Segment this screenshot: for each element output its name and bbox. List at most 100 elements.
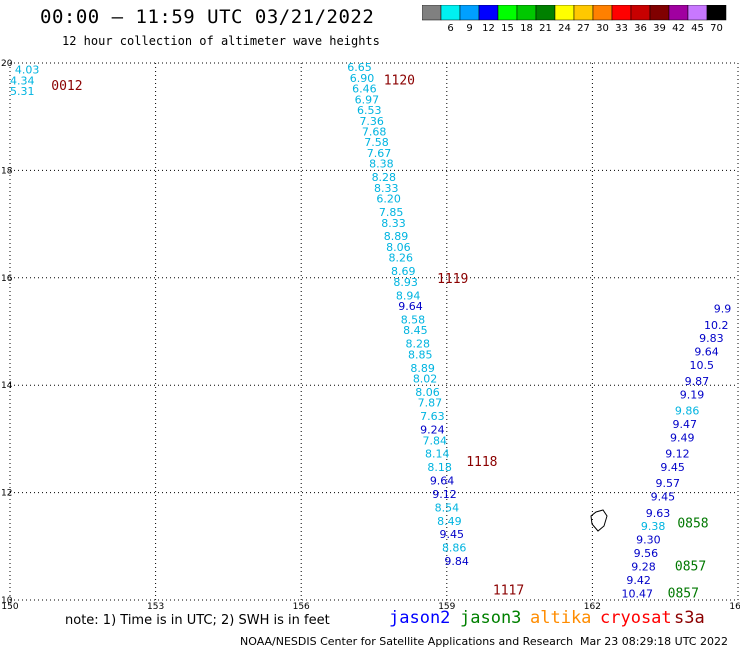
- wave-height-label: 9.30: [636, 534, 661, 547]
- wave-height-label: 8.54: [435, 501, 460, 514]
- pass-time-label: 1117: [493, 584, 524, 599]
- wave-height-label: 10.47: [622, 587, 654, 600]
- footer-note: note: 1) Time is in UTC; 2) SWH is in fe…: [65, 613, 330, 628]
- lat-tick-label: 14: [1, 381, 13, 391]
- wave-height-label: 9.47: [672, 418, 697, 431]
- wave-height-label: 8.89: [410, 362, 435, 375]
- wave-height-label: 8.06: [386, 241, 411, 254]
- colorbar-label: 70: [710, 23, 723, 34]
- wave-height-label: 7.58: [364, 136, 389, 149]
- altimeter-map: 150 153 156 159 162 165 10 12 14 16 18 204.034.345.…: [1, 59, 740, 610]
- wave-height-label: 8.45: [403, 324, 428, 337]
- wave-height-label: 8.06: [415, 386, 440, 399]
- pass-time-label: 0857: [675, 559, 706, 574]
- wave-height-label: 9.64: [694, 346, 719, 359]
- lat-tick-label: 12: [1, 489, 12, 499]
- wave-height-label: 8.02: [413, 373, 438, 386]
- wave-height-label: 8.28: [372, 171, 397, 184]
- colorbar-label: 42: [672, 23, 685, 34]
- wave-height-label: 8.33: [374, 182, 399, 195]
- wave-height-label: 9.86: [675, 405, 700, 418]
- colorbar-label: 39: [653, 23, 666, 34]
- wave-height-label: 9.45: [440, 528, 465, 541]
- colorbar-label: 21: [539, 23, 552, 34]
- lon-tick-label: 165: [729, 602, 740, 610]
- lon-tick-label: 150: [1, 602, 18, 610]
- wave-height-label: 8.94: [396, 289, 421, 302]
- wave-height-label: 7.87: [418, 397, 443, 410]
- colorbar-label: 6: [447, 23, 453, 34]
- wave-height-label: 9.45: [651, 491, 676, 504]
- colorbar-swatch: [706, 5, 727, 21]
- colorbar-label: 27: [577, 23, 590, 34]
- lon-tick-label: 159: [438, 602, 455, 610]
- wave-height-label: 9.84: [444, 555, 469, 568]
- wave-height-label: 8.93: [393, 276, 418, 289]
- wave-height-label: 6.65: [347, 61, 372, 74]
- colorbar-label: 45: [691, 23, 704, 34]
- wave-height-label: 8.89: [384, 230, 409, 243]
- lat-tick-label: 18: [1, 166, 13, 176]
- mission-cryosat: cryosat: [600, 608, 672, 628]
- wave-height-label: 8.38: [369, 158, 394, 171]
- wave-height-label: 8.49: [437, 515, 462, 528]
- wave-height-label: 9.24: [420, 424, 445, 437]
- colorbar-label: 18: [520, 23, 533, 34]
- pass-time-label: 1118: [466, 455, 497, 470]
- wave-height-label: 6.90: [350, 72, 375, 85]
- wave-height-label: 8.69: [391, 265, 416, 278]
- wave-height-label: 9.9: [714, 303, 732, 316]
- chart-subtitle: 12 hour collection of altimeter wave hei…: [62, 34, 380, 48]
- colorbar-label: 12: [482, 23, 495, 34]
- mission-s3a: s3a: [674, 608, 705, 628]
- pass-time-label: 0012: [51, 79, 82, 94]
- wave-height-label: 9.56: [634, 547, 659, 560]
- altimeter-track: 10.479.429.289.569.309.389.639.459.579.4…: [622, 303, 732, 602]
- lat-tick-label: 10: [1, 596, 13, 606]
- wave-height-label: 4.34: [10, 74, 35, 87]
- mission-jason2: jason2: [389, 608, 451, 628]
- wave-height-label: 9.45: [660, 461, 685, 474]
- wave-height-label: 10.2: [704, 319, 729, 332]
- island-outline: [590, 509, 608, 532]
- lon-tick-label: 156: [293, 602, 310, 610]
- wave-height-label: 6.46: [352, 83, 377, 96]
- wave-height-label: 7.84: [423, 434, 448, 447]
- wave-height-label: 8.86: [442, 542, 467, 555]
- colorbar-label: 33: [615, 23, 628, 34]
- wave-height-label: 8.14: [425, 448, 450, 461]
- wave-height-label: 10.5: [689, 359, 714, 372]
- wave-height-label: 7.68: [362, 125, 387, 138]
- colorbar-label: 30: [596, 23, 609, 34]
- wave-height-label: 9.64: [398, 300, 423, 313]
- mission-altika: altika: [530, 608, 592, 628]
- wave-height-label: 9.63: [646, 507, 671, 520]
- wave-height-label: 9.87: [685, 375, 710, 388]
- pass-time-label: 1120: [384, 73, 415, 88]
- wave-height-label: 9.83: [699, 332, 724, 345]
- wave-height-label: 4.03: [15, 64, 40, 77]
- wave-height-label: 9.28: [631, 560, 656, 573]
- wave-height-label: 8.28: [406, 338, 431, 351]
- wave-height-label: 9.12: [432, 488, 457, 501]
- lon-tick-label: 162: [584, 602, 601, 610]
- lon-tick-label: 153: [147, 602, 164, 610]
- wave-height-label: 9.57: [655, 477, 680, 490]
- wave-height-label: 8.85: [408, 348, 433, 361]
- lat-tick-label: 16: [1, 274, 13, 284]
- wave-height-label: 5.31: [10, 85, 35, 98]
- wave-height-label: 7.85: [379, 206, 404, 219]
- wave-height-label: 6.20: [376, 193, 401, 206]
- wave-height-label: 7.36: [359, 115, 384, 128]
- colorbar-label: 15: [501, 23, 514, 34]
- wave-height-label: 8.33: [381, 217, 406, 230]
- chart-title: 00:00 – 11:59 UTC 03/21/2022: [40, 6, 375, 28]
- wave-height-label: 9.42: [626, 574, 651, 587]
- colorbar-label: 24: [558, 23, 571, 34]
- lat-tick-label: 20: [1, 59, 13, 69]
- wave-height-label: 8.26: [389, 252, 414, 265]
- wave-height-label: 6.53: [357, 104, 382, 117]
- wave-height-label: 9.64: [430, 475, 455, 488]
- altimeter-track: 6.656.906.466.976.537.367.687.587.678.38…: [347, 61, 524, 599]
